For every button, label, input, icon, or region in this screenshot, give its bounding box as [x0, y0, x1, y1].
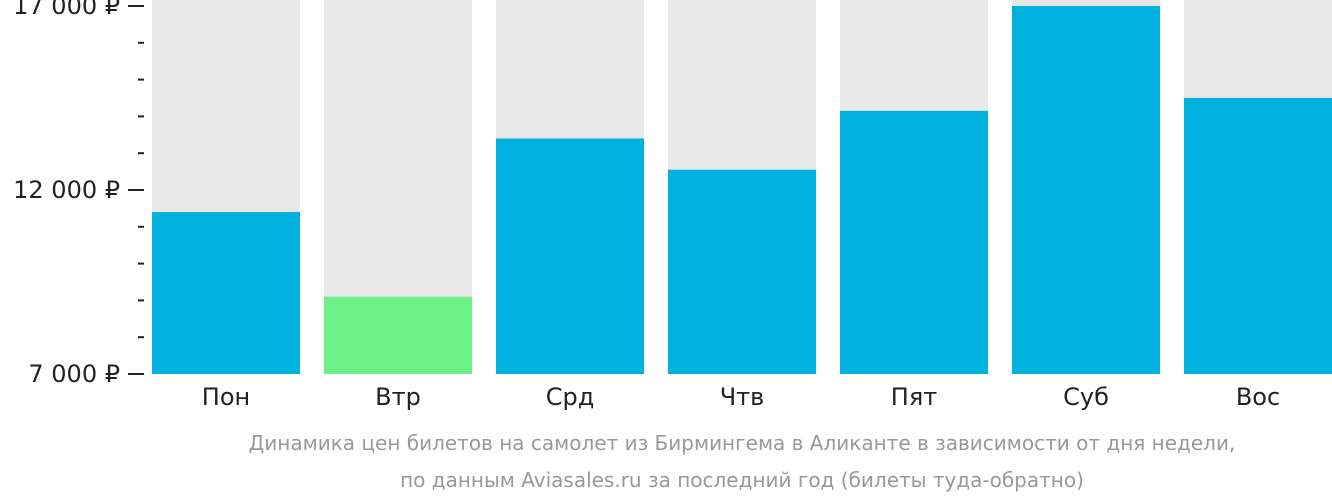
x-tick-label-7: Вос: [1236, 383, 1280, 411]
x-tick-label-3: Срд: [546, 383, 595, 411]
bar-4[interactable]: [668, 169, 816, 374]
caption-line-2: по данным Aviasales.ru за последний год …: [400, 468, 1084, 492]
chart-caption: Динамика цен билетов на самолет из Бирми…: [249, 431, 1236, 492]
x-axis-labels: Пон Втр Срд Чтв Пят Суб Вос: [202, 383, 1280, 411]
bar-5[interactable]: [840, 110, 988, 374]
bar-7[interactable]: [1184, 98, 1332, 374]
caption-line-1: Динамика цен билетов на самолет из Бирми…: [249, 431, 1236, 455]
y-tick-label-3: 17 000 ₽: [13, 0, 120, 20]
y-tick-label-1: 7 000 ₽: [28, 360, 120, 388]
x-tick-label-6: Суб: [1063, 383, 1109, 411]
y-axis: 7 000 ₽ 12 000 ₽ 17 000 ₽: [13, 0, 144, 388]
x-tick-label-1: Пон: [202, 383, 250, 411]
x-tick-label-5: Пят: [891, 383, 937, 411]
y-tick-label-2: 12 000 ₽: [13, 176, 120, 204]
bars: [152, 6, 1332, 374]
bar-1[interactable]: [152, 212, 300, 374]
bar-2[interactable]: [324, 296, 472, 374]
bar-3[interactable]: [496, 138, 644, 374]
x-tick-label-2: Втр: [375, 383, 421, 411]
bar-6[interactable]: [1012, 6, 1160, 374]
x-tick-label-4: Чтв: [720, 383, 765, 411]
